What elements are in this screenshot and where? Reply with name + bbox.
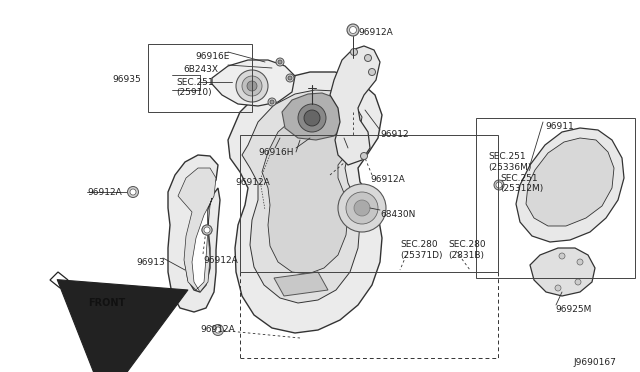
Circle shape xyxy=(202,225,212,235)
Circle shape xyxy=(559,253,565,259)
Text: SEC.251: SEC.251 xyxy=(488,152,525,161)
Circle shape xyxy=(236,70,268,102)
Text: 6B243X: 6B243X xyxy=(183,65,218,74)
Text: SEC.251: SEC.251 xyxy=(500,174,538,183)
Circle shape xyxy=(268,98,276,106)
Circle shape xyxy=(365,55,371,61)
Text: 96916H: 96916H xyxy=(259,148,294,157)
Circle shape xyxy=(577,259,583,265)
Circle shape xyxy=(347,24,359,36)
Circle shape xyxy=(215,327,221,333)
Circle shape xyxy=(369,68,376,76)
Text: 96911: 96911 xyxy=(545,122,573,131)
Text: SEC.251: SEC.251 xyxy=(176,78,214,87)
Circle shape xyxy=(555,285,561,291)
Circle shape xyxy=(351,48,358,55)
Circle shape xyxy=(242,76,262,96)
Polygon shape xyxy=(178,168,216,292)
Text: (25312M): (25312M) xyxy=(500,184,543,193)
Text: 96912A: 96912A xyxy=(200,325,235,334)
Circle shape xyxy=(494,180,504,190)
Bar xyxy=(476,118,635,278)
Text: (25910): (25910) xyxy=(176,88,212,97)
Text: (25336M): (25336M) xyxy=(488,163,531,172)
Polygon shape xyxy=(168,155,220,312)
Bar xyxy=(148,44,252,112)
Circle shape xyxy=(212,324,223,336)
Circle shape xyxy=(346,192,378,224)
Circle shape xyxy=(127,186,138,198)
Polygon shape xyxy=(50,272,82,298)
Circle shape xyxy=(204,227,210,233)
Text: (2831B): (2831B) xyxy=(448,251,484,260)
Text: 96935: 96935 xyxy=(112,75,141,84)
Circle shape xyxy=(278,60,282,64)
Circle shape xyxy=(354,200,370,216)
Circle shape xyxy=(247,81,257,91)
Polygon shape xyxy=(274,272,328,296)
Text: SEC.280: SEC.280 xyxy=(400,240,438,249)
Polygon shape xyxy=(262,112,350,274)
Polygon shape xyxy=(212,60,295,106)
Circle shape xyxy=(276,58,284,66)
Circle shape xyxy=(270,100,274,104)
Text: 96916E: 96916E xyxy=(195,52,229,61)
Circle shape xyxy=(496,182,502,188)
Text: 96912A: 96912A xyxy=(370,175,404,184)
Circle shape xyxy=(349,26,356,33)
Polygon shape xyxy=(242,90,362,303)
Polygon shape xyxy=(330,46,380,165)
Text: 96912A: 96912A xyxy=(358,28,393,37)
Text: 68430N: 68430N xyxy=(380,210,415,219)
Circle shape xyxy=(202,225,212,235)
Text: 96912A: 96912A xyxy=(236,178,270,187)
Text: 96913: 96913 xyxy=(136,258,164,267)
Circle shape xyxy=(575,279,581,285)
Polygon shape xyxy=(530,248,595,296)
Text: (25371D): (25371D) xyxy=(400,251,442,260)
Text: FRONT: FRONT xyxy=(88,298,125,308)
Polygon shape xyxy=(282,93,346,140)
Circle shape xyxy=(286,74,294,82)
Text: J9690167: J9690167 xyxy=(573,358,616,367)
Text: SEC.280: SEC.280 xyxy=(448,240,486,249)
Bar xyxy=(240,135,498,272)
Text: 96912A: 96912A xyxy=(203,256,237,265)
Text: 96925M: 96925M xyxy=(555,305,591,314)
Circle shape xyxy=(130,189,136,195)
Circle shape xyxy=(298,104,326,132)
Circle shape xyxy=(288,76,292,80)
Circle shape xyxy=(360,153,367,160)
Polygon shape xyxy=(516,128,624,242)
Circle shape xyxy=(304,110,320,126)
Polygon shape xyxy=(228,72,382,333)
Text: 96912: 96912 xyxy=(380,130,408,139)
Polygon shape xyxy=(526,138,614,226)
Text: 96912A: 96912A xyxy=(87,188,122,197)
Circle shape xyxy=(338,184,386,232)
